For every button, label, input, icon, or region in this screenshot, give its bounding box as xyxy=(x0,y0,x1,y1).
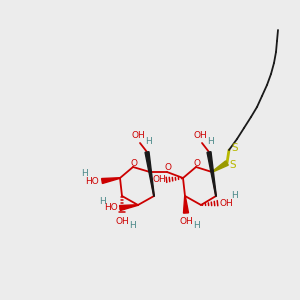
Text: OH: OH xyxy=(115,217,129,226)
Text: O: O xyxy=(164,163,172,172)
Polygon shape xyxy=(102,178,120,184)
Text: H: H xyxy=(145,136,152,146)
Text: S: S xyxy=(232,143,238,153)
Text: H: H xyxy=(129,221,135,230)
Text: H: H xyxy=(193,221,200,230)
Text: H: H xyxy=(100,196,106,206)
Text: H: H xyxy=(207,136,213,146)
Text: S: S xyxy=(230,160,236,170)
Text: OH: OH xyxy=(179,217,193,226)
Text: H: H xyxy=(231,191,237,200)
Polygon shape xyxy=(207,152,216,196)
Text: HO: HO xyxy=(104,203,118,212)
Polygon shape xyxy=(184,196,188,213)
Text: HO: HO xyxy=(85,176,99,185)
Text: OH: OH xyxy=(193,131,207,140)
Text: O: O xyxy=(194,158,200,167)
Polygon shape xyxy=(212,161,228,172)
Text: OH: OH xyxy=(152,176,166,184)
Text: H: H xyxy=(82,169,88,178)
Polygon shape xyxy=(145,152,154,196)
Text: O: O xyxy=(130,158,137,167)
Text: OH: OH xyxy=(219,199,233,208)
Text: OH: OH xyxy=(131,131,145,140)
Polygon shape xyxy=(120,205,138,211)
